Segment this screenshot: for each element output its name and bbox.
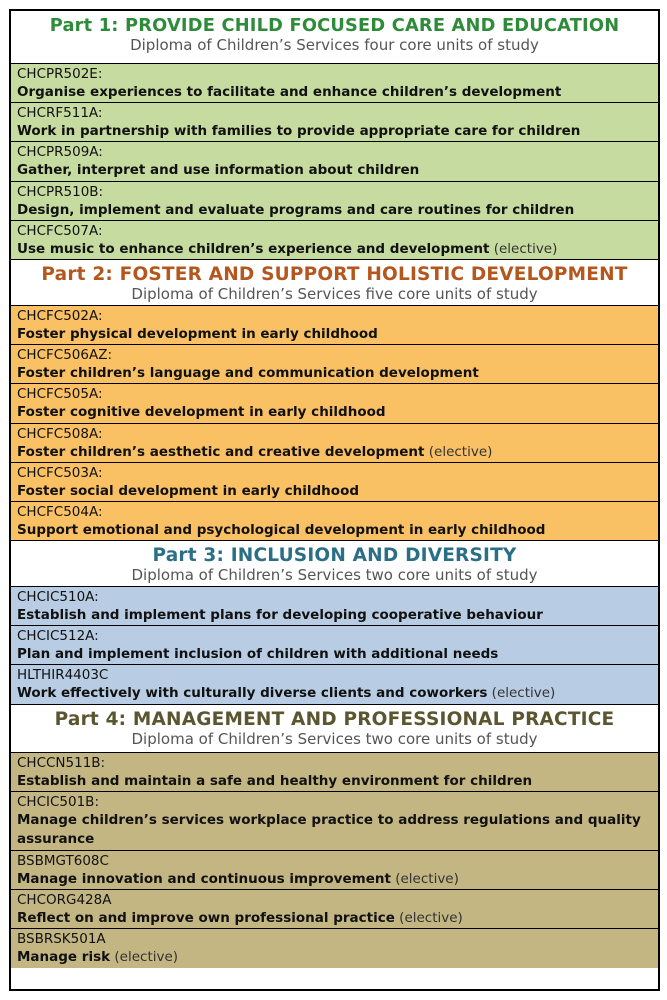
unit-title: Establish and maintain a safe and health… [17, 772, 533, 789]
part-section-2: Part 2: FOSTER AND SUPPORT HOLISTIC DEVE… [11, 259, 658, 542]
unit-title: Manage innovation and continuous improve… [17, 870, 391, 887]
part-subtitle: Diploma of Children’s Services two core … [131, 729, 538, 748]
unit-title-line: Manage risk (elective) [17, 948, 658, 967]
unit-code: CHCPR502E: [17, 66, 103, 82]
unit-row: CHCFC503A: Foster social development in e… [11, 462, 658, 502]
unit-title-line: Design, implement and evaluate programs … [17, 201, 658, 220]
unit-code: CHCFC502A: [17, 307, 103, 324]
unit-title-line: Establish and implement plans for develo… [17, 606, 658, 625]
unit-title: Foster children’s language and communica… [17, 365, 479, 382]
unit-row: CHCCN511B: Establish and maintain a safe … [11, 752, 658, 792]
unit-row: CHCFC502A: Foster physical development in… [11, 305, 658, 346]
unit-code: CHCPR510B: [17, 183, 104, 200]
unit-row: CHCFC504A: Support emotional and psycholo… [11, 501, 658, 542]
unit-code: CHCFC508A: [17, 425, 103, 442]
unit-row: CHCFC507A: Use music to enhance children’… [11, 220, 658, 260]
unit-code: BSBRSK501A [17, 931, 106, 948]
unit-code: CHCPR509A: [17, 144, 103, 161]
unit-title: Foster social development in early child… [17, 482, 360, 499]
unit-title-line: Manage innovation and continuous improve… [17, 870, 658, 889]
part-header: Part 3: INCLUSION AND DIVERSITY Diploma o… [11, 541, 658, 588]
elective-note: (elective) [395, 870, 459, 887]
course-units-document: Part 1: PROVIDE CHILD FOCUSED CARE AND E… [9, 9, 660, 991]
unit-code: HLTHIR4403C [17, 667, 109, 684]
unit-code: CHCIC512A: [17, 628, 99, 645]
part-title: Part 2: FOSTER AND SUPPORT HOLISTIC DEVE… [41, 263, 628, 285]
unit-row: CHCPR502E: Organise experiences to facili… [11, 64, 658, 104]
unit-row: BSBRSK501A Manage risk (elective) [11, 929, 658, 969]
unit-title: Manage risk [17, 949, 111, 966]
unit-code: BSBMGT608C [17, 852, 109, 869]
unit-row: CHCIC501B: Manage children’s services wor… [11, 791, 658, 851]
unit-title-line: Foster children’s language and communica… [17, 364, 658, 383]
unit-row: CHCIC512A: Plan and implement inclusion o… [11, 626, 658, 666]
unit-title-line: Organise experiences to facilitate and e… [17, 83, 658, 102]
part-title: Part 4: MANAGEMENT AND PROFESSIONAL PRAC… [54, 708, 615, 730]
unit-row: CHCPR510B: Design, implement and evaluate… [11, 181, 658, 221]
unit-title-line: Support emotional and psychological deve… [17, 521, 658, 540]
unit-title-line: Plan and implement inclusion of children… [17, 645, 658, 664]
elective-note: (elective) [493, 240, 558, 257]
unit-code: CHCFC507A: [17, 222, 103, 239]
elective-note: (elective) [491, 685, 556, 702]
unit-code: CHCFC506AZ: [17, 347, 112, 364]
unit-code: CHCFC505A: [17, 386, 103, 403]
unit-row: HLTHIR4403C Work effectively with cultura… [11, 665, 658, 705]
unit-title: Reflect on and improve own professional … [17, 910, 395, 926]
elective-note: (elective) [399, 910, 463, 926]
part-header: Part 1: PROVIDE CHILD FOCUSED CARE AND E… [11, 11, 658, 64]
unit-code: CHCFC504A: [17, 503, 103, 520]
elective-note: (elective) [428, 443, 493, 460]
unit-code: CHCIC510A: [17, 589, 99, 606]
part-title: Part 1: PROVIDE CHILD FOCUSED CARE AND E… [49, 15, 620, 36]
unit-code: CHCORG428A [17, 892, 112, 908]
unit-title: Use music to enhance children’s experien… [17, 240, 490, 257]
part-header: Part 2: FOSTER AND SUPPORT HOLISTIC DEVE… [11, 259, 658, 306]
part-section-3: Part 3: INCLUSION AND DIVERSITY Diploma o… [11, 541, 658, 705]
part-section-1: Part 1: PROVIDE CHILD FOCUSED CARE AND E… [11, 11, 658, 260]
unit-title-line: Use music to enhance children’s experien… [17, 240, 658, 259]
unit-title: Gather, interpret and use information ab… [17, 162, 420, 179]
unit-code: CHCFC503A: [17, 464, 103, 481]
unit-title-line: Foster children’s aesthetic and creative… [17, 443, 658, 462]
part-subtitle: Diploma of Children’s Services four core… [130, 36, 539, 54]
unit-row: BSBMGT608C Manage innovation and continuo… [11, 850, 658, 890]
unit-title-line: Work in partnership with families to pro… [17, 122, 658, 141]
unit-row: CHCFC505A: Foster cognitive development i… [11, 384, 658, 424]
unit-row: CHCORG428A Reflect on and improve own pro… [11, 890, 658, 930]
unit-title: Design, implement and evaluate programs … [17, 201, 575, 218]
unit-title-line: Foster physical development in early chi… [17, 325, 658, 344]
unit-title: Establish and implement plans for develo… [17, 607, 543, 624]
unit-row: CHCFC506AZ: Foster children’s language an… [11, 345, 658, 385]
unit-title: Organise experiences to facilitate and e… [17, 84, 562, 100]
unit-title: Foster cognitive development in early ch… [17, 404, 386, 421]
unit-code: CHCCN511B: [17, 754, 106, 771]
part-header: Part 4: MANAGEMENT AND PROFESSIONAL PRAC… [11, 704, 658, 753]
unit-title: Work in partnership with families to pro… [17, 123, 581, 140]
unit-row: CHCIC510A: Establish and implement plans … [11, 587, 658, 627]
unit-title: Manage children’s services workplace pra… [17, 811, 641, 847]
unit-title: Work effectively with culturally diverse… [17, 685, 488, 702]
unit-title-line: Gather, interpret and use information ab… [17, 161, 658, 180]
unit-title-line: Establish and maintain a safe and health… [17, 772, 658, 791]
part-subtitle: Diploma of Children’s Services two core … [131, 566, 538, 585]
unit-row: CHCPR509A: Gather, interpret and use info… [11, 142, 658, 182]
unit-title: Support emotional and psychological deve… [17, 521, 546, 538]
unit-row: CHCFC508A: Foster children’s aesthetic an… [11, 423, 658, 463]
unit-row: CHCRF511A: Work in partnership with famil… [11, 103, 658, 143]
unit-title-line: Foster cognitive development in early ch… [17, 403, 658, 422]
part-title: Part 3: INCLUSION AND DIVERSITY [152, 545, 517, 567]
unit-title: Plan and implement inclusion of children… [17, 646, 499, 663]
part-section-4: Part 4: MANAGEMENT AND PROFESSIONAL PRAC… [11, 704, 658, 969]
unit-title-line: Manage children’s services workplace pra… [17, 811, 658, 849]
part-subtitle: Diploma of Children’s Services five core… [131, 284, 538, 303]
unit-title: Foster children’s aesthetic and creative… [17, 443, 425, 460]
unit-title: Foster physical development in early chi… [17, 325, 378, 342]
unit-title-line: Work effectively with culturally diverse… [17, 684, 658, 703]
elective-note: (elective) [114, 949, 179, 966]
unit-title-line: Reflect on and improve own professional … [17, 909, 658, 928]
unit-title-line: Foster social development in early child… [17, 482, 658, 501]
unit-code: CHCRF511A: [17, 105, 103, 122]
unit-code: CHCIC501B: [17, 793, 99, 810]
